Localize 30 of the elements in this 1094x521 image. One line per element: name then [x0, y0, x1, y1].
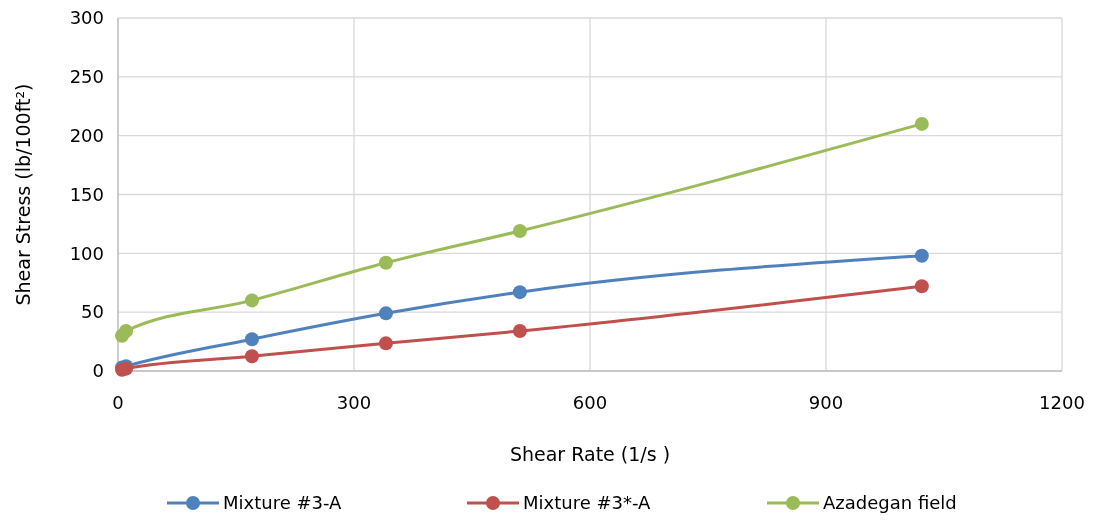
point — [914, 279, 929, 294]
x-axis-title: Shear Rate (1/s ) — [509, 443, 671, 465]
x-tick-label: 300 — [336, 392, 372, 413]
legend-label: Mixture #3*-A — [523, 492, 652, 514]
point — [378, 306, 393, 321]
point — [244, 293, 259, 308]
y-tick-label: 0 — [92, 360, 104, 382]
point — [512, 323, 527, 338]
point — [914, 248, 929, 263]
legend-label: Azadegan field — [823, 492, 957, 514]
y-tick-label: 50 — [81, 301, 104, 323]
x-tick-label: 900 — [808, 392, 844, 413]
y-tick-label: 100 — [69, 242, 104, 264]
y-tick-label: 250 — [69, 66, 104, 88]
legend-label: Mixture #3-A — [223, 492, 343, 514]
point — [378, 255, 393, 270]
point — [512, 223, 527, 238]
y-tick-label: 200 — [69, 124, 104, 146]
point — [119, 323, 134, 338]
y-tick-label: 150 — [69, 183, 104, 205]
y-axis-title: Shear Stress (lb/100ft²) — [12, 83, 34, 306]
x-tick-label: 1200 — [1039, 392, 1085, 413]
point — [378, 336, 393, 351]
x-tick-label: 0 — [112, 392, 124, 413]
y-tick-label: 300 — [69, 7, 104, 29]
point — [914, 116, 929, 131]
point — [244, 332, 259, 347]
x-tick-label: 600 — [572, 392, 608, 413]
point — [244, 349, 259, 364]
point — [512, 285, 527, 300]
